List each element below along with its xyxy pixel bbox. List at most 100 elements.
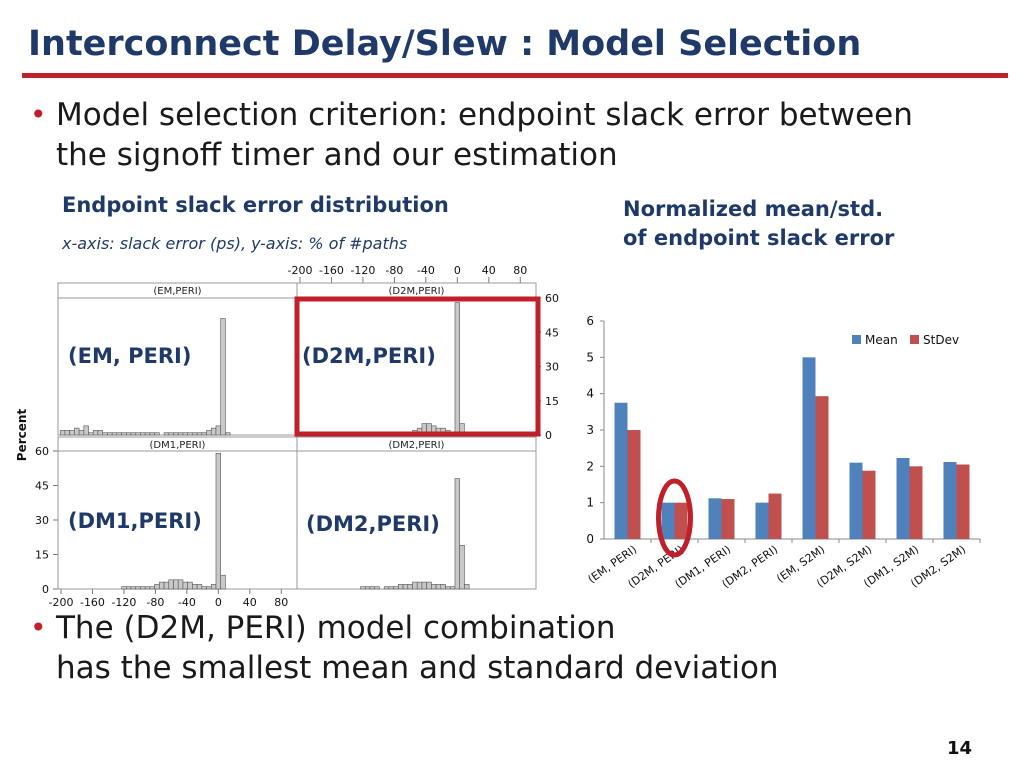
bar-mean [708,498,722,539]
histogram-bar [168,579,174,590]
x-tick-label-bottom: 80 [274,596,288,609]
histogram-bar [125,432,132,436]
x-tick-label-bottom: -40 [178,596,196,609]
y-tick-label-left: 0 [42,583,49,596]
histogram-bar [374,586,380,590]
histogram-bar [364,586,371,590]
histogram-panel [296,436,537,590]
histogram-bar [215,425,221,436]
x-tick-label-bottom: -80 [146,596,164,609]
histogram-bar [416,581,423,590]
bar-mean [661,502,675,539]
bar-stdev [721,499,735,539]
histogram-bar [449,586,456,590]
bar-mean [755,502,769,539]
y-tick-label-left: 15 [35,549,49,562]
histogram-bar [388,586,394,590]
y-tick-label: 6 [586,314,594,328]
histogram-bar [426,581,432,590]
left-heading: Endpoint slack error distribution [62,193,449,217]
x-tick-label-top: 80 [513,264,527,277]
y-tick-label-right: 0 [545,429,552,442]
histogram-bar [144,432,151,436]
histogram-bar [383,586,390,590]
histogram-bar [402,584,409,590]
histogram-bar [111,432,118,436]
x-tick-label-top: -80 [385,264,403,277]
histogram-bar [206,586,212,590]
histogram-bar [69,430,75,436]
bar-stdev [862,470,876,539]
histogram-bar [177,579,184,590]
right-heading-line1: Normalized mean/std. [623,197,884,221]
histogram-panel-title: (DM1,PERI) [150,440,206,451]
bullet-conclusion: • The (D2M, PERI) model combination has … [30,608,779,688]
y-tick-label-left: 45 [35,480,49,493]
bar-stdev [768,493,782,539]
histogram-bar [59,430,66,436]
histogram-bar [220,318,226,436]
x-tick-label-top: 40 [482,264,496,277]
histogram-bar [206,430,212,436]
y-tick-label: 3 [586,423,594,437]
axis-note: x-axis: slack error (ps), y-axis: % of #… [62,234,408,253]
histogram-panel [57,436,298,590]
histogram-panel-title: (DM2,PERI) [389,440,445,451]
histogram-bar [225,432,231,436]
x-tick-label-bottom: -120 [111,596,136,609]
histogram-bar [435,584,442,590]
title-underline [22,73,1008,78]
histogram-bar [173,432,179,436]
histogram-bar [182,432,188,436]
histogram-bar [215,453,221,590]
histogram-bar [201,432,207,436]
y-tick-label-right: 45 [545,326,559,339]
page-number: 14 [946,738,972,759]
histogram-bar [144,586,151,590]
x-tick-label-bottom: -200 [49,596,74,609]
histogram-bar [130,586,137,590]
histogram-bar [187,581,193,590]
histogram-bar [431,584,437,590]
bullet-criterion-line1: Model selection criterion: endpoint slac… [56,97,913,133]
histogram-bar [196,584,203,590]
histogram-bar [159,581,165,590]
histogram-bar [102,432,108,436]
bar-stdev [909,466,923,539]
histogram-bar [196,432,203,436]
histogram-bar [177,432,184,436]
histogram-bar [88,432,94,436]
x-tick-label-top: -120 [350,264,375,277]
histogram-bar [92,430,99,436]
histogram-bar [135,432,141,436]
y-tick-label: 5 [586,350,594,364]
bullet-criterion-line2: the signoff timer and our estimation [56,137,618,173]
slide-title: Interconnect Delay/Slew : Model Selectio… [28,24,862,64]
legend-label-stdev: StDev [923,333,959,347]
histogram-bar [83,425,89,436]
histogram-bar [74,427,80,436]
histogram-bar [182,581,188,590]
histogram-panel [57,282,298,436]
histogram-bar [64,430,70,436]
legend-label-mean: Mean [865,333,898,347]
histogram-bar [116,432,122,436]
bar-mean [802,357,816,539]
histogram-bar [163,581,170,590]
bar-mean [614,402,628,539]
legend-swatch-stdev [910,335,919,344]
bar-mean [943,461,957,539]
y-tick-label: 2 [586,459,594,473]
histogram-bar [464,584,470,590]
histogram-bar [149,586,155,590]
x-tick-label-top: -200 [288,264,313,277]
x-tick-label-top: -160 [319,264,344,277]
histogram-bar [210,427,217,436]
tag-dm1-peri: (DM1,PERI) [68,509,202,533]
histogram-bar [369,586,376,590]
bar-stdev [674,502,688,539]
histogram-panel-title: (EM,PERI) [153,286,201,297]
histogram-bar [220,574,226,590]
histogram-bar [121,586,127,590]
histogram-bar [107,432,113,436]
